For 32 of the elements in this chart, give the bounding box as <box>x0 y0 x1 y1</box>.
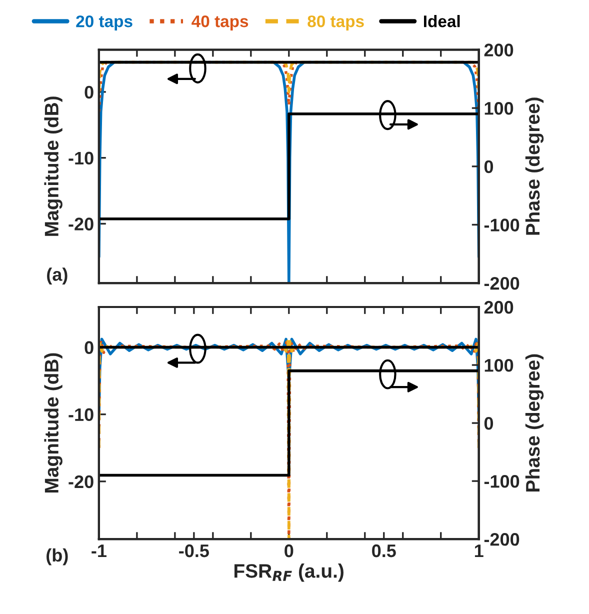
y-tick-label: 0 <box>84 86 94 99</box>
legend-label: Ideal <box>424 15 460 28</box>
y-tick-label: -20 <box>68 475 94 488</box>
legend-label: 80 taps <box>308 15 364 31</box>
y2-tick-label: 100 <box>484 102 514 115</box>
x-tick-label: 1 <box>474 544 484 558</box>
y-tick-label: -10 <box>68 152 94 165</box>
y2-tick-label: -200 <box>484 533 520 546</box>
y2-tick-label: -100 <box>484 475 520 488</box>
y2-tick-label: -200 <box>484 276 520 290</box>
y2-tick-label: 200 <box>484 44 514 56</box>
y-tick-label: -10 <box>68 408 94 422</box>
y-tick-label: -20 <box>68 218 94 230</box>
y-tick-label: 0 <box>84 341 94 354</box>
y2-axis-title: Phase (degree) <box>525 98 544 235</box>
y-axis-title: Magnitude (dB) <box>44 353 62 492</box>
y-axis-title: Magnitude (dB) <box>44 96 62 236</box>
x-tick-label: 0 <box>284 544 294 558</box>
text: (a) <box>47 268 68 284</box>
y2-tick-label: -100 <box>484 218 520 232</box>
x-tick-label: 0.5 <box>372 544 396 558</box>
y2-tick-label: 0 <box>484 160 494 174</box>
legend-label: 40 taps <box>192 15 248 31</box>
y2-axis-title: Phase (degree) <box>525 354 544 492</box>
legend-label: 20 taps <box>76 15 132 31</box>
x-tick-label: -0.5 <box>179 544 209 558</box>
y2-tick-label: 200 <box>484 300 514 314</box>
x-tick-label: -1 <box>92 544 106 558</box>
text: (b) <box>46 548 68 566</box>
x-axis-title: FSR$_{RF}$ (a.u.) <box>234 564 344 582</box>
y2-tick-label: 100 <box>484 358 514 372</box>
y2-tick-label: 0 <box>484 416 494 430</box>
